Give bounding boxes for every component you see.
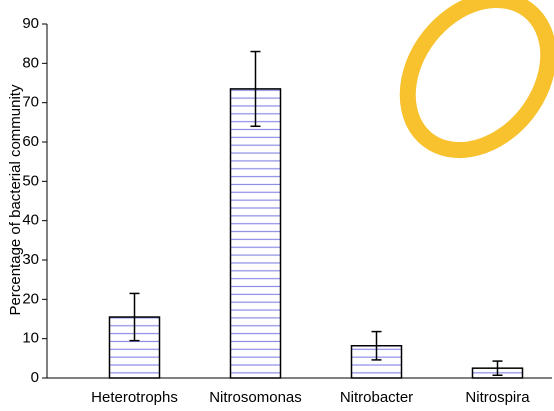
x-tick-label: Nitrospira [465,389,530,406]
x-tick-label: Heterotrophs [91,389,178,406]
x-tick-label: Nitrosomonas [209,389,302,406]
highlight-ring [379,0,554,178]
bar [231,89,281,378]
y-tick-label: 90 [22,15,39,32]
y-tick-label: 30 [22,251,39,268]
y-tick-label: 10 [22,330,39,347]
chart: Percentage of bacterial community 0 10 20 3… [0,0,554,411]
y-tick-label: 60 [22,133,39,150]
y-axis-label: Percentage of bacterial community [7,84,24,315]
y-tick-label: 80 [22,54,39,71]
y-tick-label: 40 [22,212,39,229]
y-tick-label: 20 [22,290,39,307]
x-tick-label: Nitrobacter [340,389,413,406]
y-tick-label: 50 [22,172,39,189]
y-tick-label: 0 [31,369,39,386]
y-tick-label: 70 [22,94,39,111]
